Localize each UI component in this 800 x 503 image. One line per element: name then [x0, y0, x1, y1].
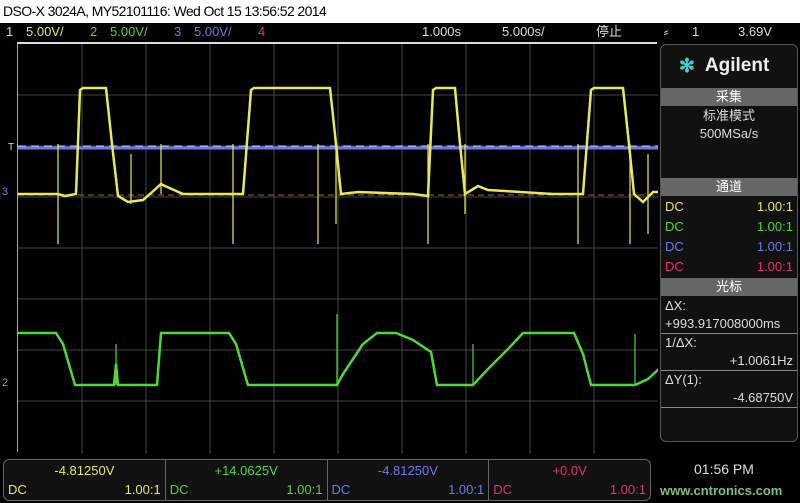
- coupling: DC: [8, 482, 27, 497]
- probe-ratio: 1.00:1: [609, 482, 646, 497]
- coupling: DC: [665, 199, 684, 214]
- inv-dx-label: 1/ΔX:: [665, 335, 697, 350]
- probe-ratio: 1.00:1: [756, 259, 793, 274]
- inv-dx-value: +1.0061Hz: [661, 352, 797, 371]
- probe-ratio: 1.00:1: [448, 482, 485, 497]
- ch2-label[interactable]: 2: [90, 24, 98, 39]
- ch4-label[interactable]: 4: [258, 24, 266, 39]
- rising-edge-icon: ⸗: [664, 24, 669, 39]
- sample-rate: 500MSa/s: [699, 126, 759, 141]
- ch1-label[interactable]: 1: [6, 24, 14, 39]
- coupling: DC: [665, 219, 684, 234]
- channel-summary-bar: -4.81250V DC 1.00:1 +14.0625V DC 1.00:1 -4.812…: [3, 459, 651, 501]
- offset-value: +0.0V: [552, 463, 587, 478]
- brand-logo: ✻ Agilent: [661, 45, 797, 87]
- offset-value: -4.81250V: [54, 463, 115, 478]
- ch1-trace: [18, 86, 658, 204]
- dy-value: -4.68750V: [661, 389, 797, 408]
- dx-value: +993.917008000ms: [661, 315, 797, 334]
- cursors-header[interactable]: 光标: [661, 278, 797, 296]
- waveform-display[interactable]: [17, 42, 662, 454]
- offset-value: -4.81250V: [377, 463, 438, 478]
- acquisition-header[interactable]: 采集: [661, 88, 797, 106]
- side-panel: ✻ Agilent 采集 标准模式 500MSa/s 通道 DC 1.00:1 DC 1…: [660, 44, 798, 442]
- channel-list: DC 1.00:1 DC 1.00:1 DC 1.00:1 DC 1.00:1: [661, 197, 797, 277]
- ch2-scale[interactable]: 5.00V/: [110, 24, 148, 39]
- watermark: www.cntronics.com: [660, 483, 783, 498]
- dy-label: ΔY(1):: [665, 372, 702, 387]
- coupling: DC: [169, 482, 189, 497]
- run-state[interactable]: 停止: [596, 24, 623, 39]
- waveform-svg: [18, 44, 662, 454]
- ch3-label[interactable]: 3: [174, 24, 182, 39]
- status-bar: 1 5.00V/ 2 5.00V/ 3 5.00V/ 4 1.000s 5.00…: [0, 23, 800, 41]
- brand-name: Agilent: [704, 55, 770, 76]
- channel-row[interactable]: DC 1.00:1: [661, 257, 797, 277]
- acquisition-mode: 标准模式: [702, 108, 755, 123]
- trigger-level-marker[interactable]: T: [8, 142, 15, 153]
- window-title: DSO-X 3024A, MY52101116: Wed Oct 15 13:5…: [0, 0, 800, 23]
- channels-header[interactable]: 通道: [661, 178, 797, 196]
- trigger-level[interactable]: 3.69V: [738, 24, 772, 39]
- channel-summary-1[interactable]: -4.81250V DC 1.00:1: [4, 460, 166, 500]
- coupling: DC: [493, 482, 513, 497]
- offset-value: +14.0625V: [214, 463, 278, 478]
- coupling: DC: [665, 259, 684, 274]
- probe-ratio: 1.00:1: [286, 482, 323, 497]
- coupling: DC: [665, 239, 684, 254]
- probe-ratio: 1.00:1: [124, 482, 161, 497]
- probe-ratio: 1.00:1: [756, 199, 793, 214]
- probe-ratio: 1.00:1: [756, 219, 793, 234]
- ch3-scale[interactable]: 5.00V/: [194, 24, 232, 39]
- channel-summary-2[interactable]: +14.0625V DC 1.00:1: [166, 460, 328, 500]
- agilent-spark-icon: ✻: [679, 55, 695, 77]
- channel-row[interactable]: DC 1.00:1: [661, 217, 797, 237]
- coupling: DC: [331, 482, 351, 497]
- time-scale[interactable]: 5.000s/: [502, 24, 545, 39]
- clock: 01:56 PM: [694, 461, 754, 477]
- dx-label: ΔX:: [665, 298, 686, 313]
- ch2-ground-marker[interactable]: 2: [2, 377, 9, 389]
- ch1-scale[interactable]: 5.00V/: [26, 24, 64, 39]
- probe-ratio: 1.00:1: [756, 239, 793, 254]
- channel-row[interactable]: DC 1.00:1: [661, 197, 797, 217]
- channel-row[interactable]: DC 1.00:1: [661, 237, 797, 257]
- time-delay[interactable]: 1.000s: [422, 24, 462, 39]
- channel-summary-4[interactable]: +0.0V DC 1.00:1: [489, 460, 650, 500]
- trigger-source[interactable]: 1: [692, 24, 700, 39]
- ch3-ground-marker[interactable]: 3: [2, 186, 9, 198]
- channel-summary-3[interactable]: -4.81250V DC 1.00:1: [328, 460, 490, 500]
